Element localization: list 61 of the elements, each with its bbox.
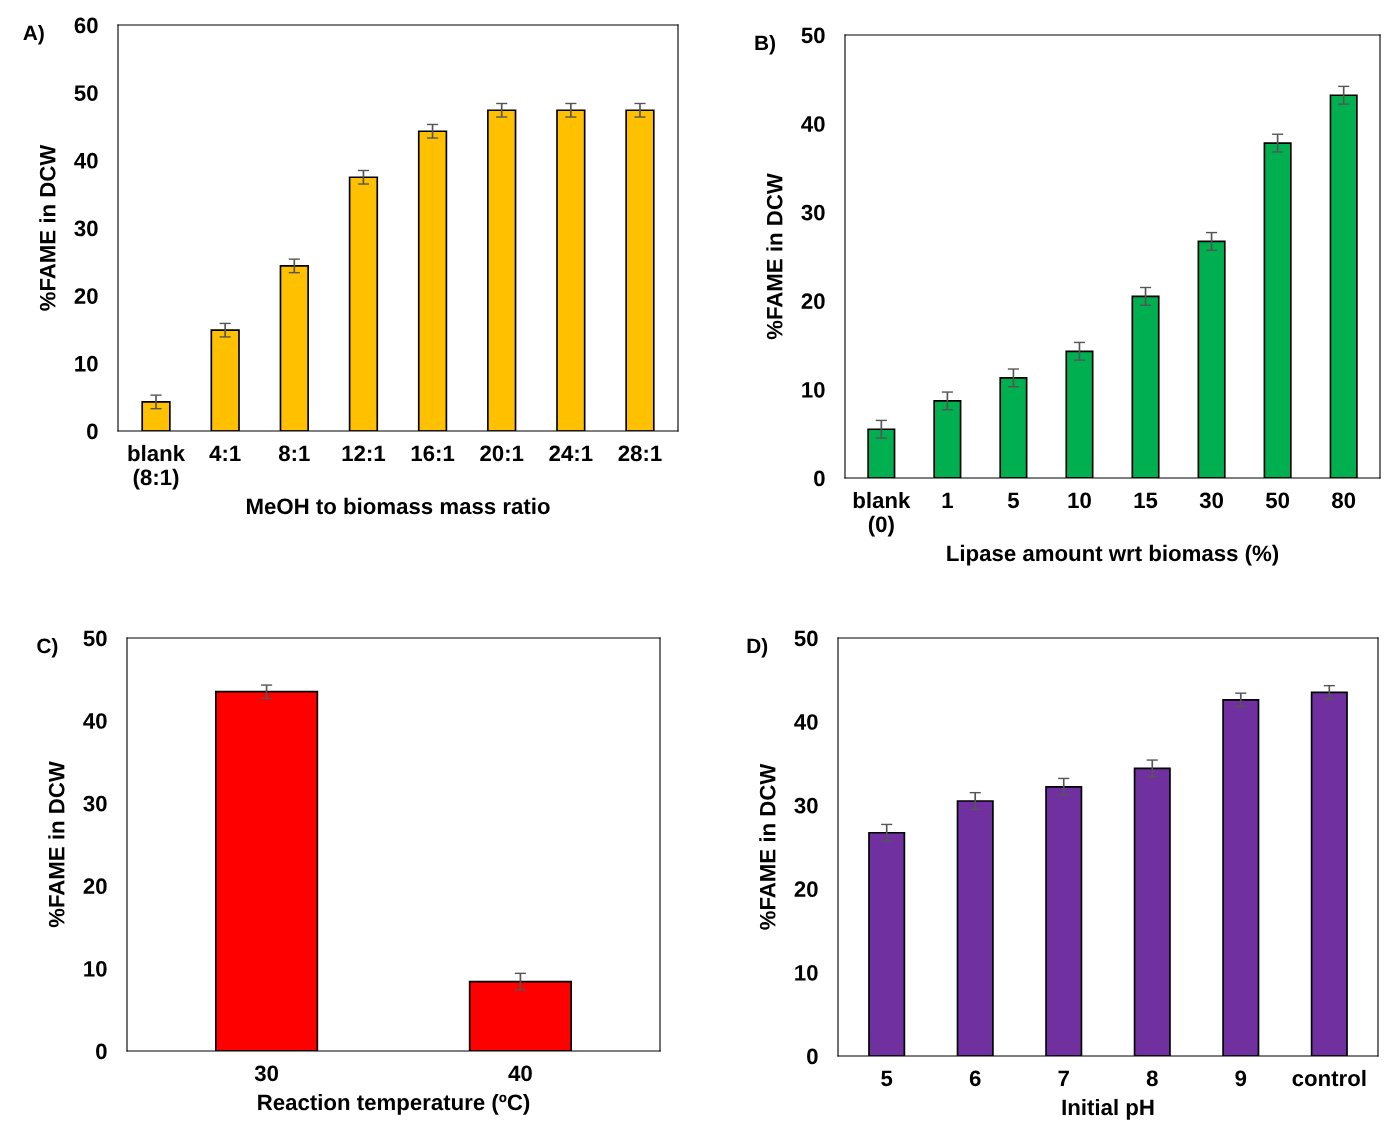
y-tick-label: 40 — [83, 713, 107, 729]
y-tick-label: 50 — [794, 630, 818, 647]
text: B) — [755, 35, 775, 55]
y-tick-label: 30 — [74, 220, 98, 237]
y-tick-label: 0 — [96, 1043, 107, 1060]
y-tick-label: 10 — [802, 381, 825, 398]
y-tick-label: 20 — [83, 878, 107, 895]
y-tick-label: 40 — [794, 714, 818, 730]
y-axis-title: %FAME in DCW — [39, 144, 56, 311]
x-tick-label: 15 — [1134, 492, 1158, 509]
x-tick-label: 8 — [1146, 1070, 1158, 1087]
y-tick-label: 50 — [83, 630, 107, 647]
y-tick-label: 20 — [794, 881, 818, 898]
y-axis-title: %FAME in DCW — [759, 763, 776, 930]
x-tick-label: 7 — [1058, 1070, 1069, 1086]
x-tick-label: 16:1 — [411, 445, 455, 462]
text: C) — [37, 638, 58, 658]
y-tick-label: 60 — [74, 17, 98, 34]
y-tick-label: 30 — [801, 204, 825, 221]
x-tick-label: 24:1 — [549, 445, 593, 461]
x-tick-label: 30 — [1199, 492, 1224, 509]
text: A) — [23, 25, 44, 45]
x-tick-label: 30 — [254, 1065, 279, 1082]
y-tick-label: 0 — [807, 1048, 818, 1065]
y-tick-label: 0 — [814, 470, 825, 487]
x-tick-label: 50 — [1265, 492, 1290, 509]
x-axis-title: Lipase amount wrt biomass (%) — [947, 544, 1279, 566]
x-tick-label: 4:1 — [209, 445, 241, 461]
y-tick-label: 30 — [794, 797, 818, 814]
y-tick-label: 20 — [74, 288, 98, 304]
x-tick-label: blank (8:1) — [128, 444, 186, 490]
x-axis-title: Reaction temperature (ºC) — [258, 1093, 530, 1115]
x-tick-label: 20:1 — [480, 445, 524, 462]
y-tick-label: 20 — [801, 293, 825, 310]
x-tick-label: blank (0) — [853, 491, 911, 537]
y-tick-label: 40 — [74, 152, 98, 169]
x-tick-label: 8:1 — [278, 445, 310, 462]
x-tick-label: 1 — [942, 492, 953, 508]
x-tick-label: 80 — [1332, 492, 1356, 509]
y-tick-label: 10 — [75, 355, 98, 372]
y-tick-label: 50 — [801, 27, 825, 44]
x-tick-label: 40 — [508, 1065, 532, 1082]
x-tick-label: 6 — [969, 1070, 981, 1087]
y-tick-label: 50 — [74, 85, 98, 101]
y-tick-label: 30 — [83, 795, 107, 812]
x-tick-label: 5 — [1007, 492, 1019, 509]
y-tick-label: 0 — [87, 423, 98, 440]
x-tick-label: 9 — [1235, 1070, 1247, 1087]
y-tick-label: 40 — [801, 116, 825, 132]
x-axis-title: MeOH to biomass mass ratio — [246, 497, 550, 515]
x-axis-title: Initial pH — [1062, 1098, 1154, 1120]
y-axis-title: %FAME in DCW — [48, 761, 65, 928]
y-tick-label: 10 — [84, 960, 107, 977]
x-tick-label: 5 — [881, 1070, 893, 1087]
x-tick-label: control — [1292, 1069, 1366, 1087]
text: D) — [747, 638, 768, 658]
x-tick-label: 10 — [1068, 492, 1091, 509]
x-tick-label: 12:1 — [342, 445, 386, 461]
y-tick-label: 10 — [795, 964, 818, 981]
x-tick-label: 28:1 — [618, 445, 662, 462]
y-axis-title: %FAME in DCW — [766, 173, 783, 340]
